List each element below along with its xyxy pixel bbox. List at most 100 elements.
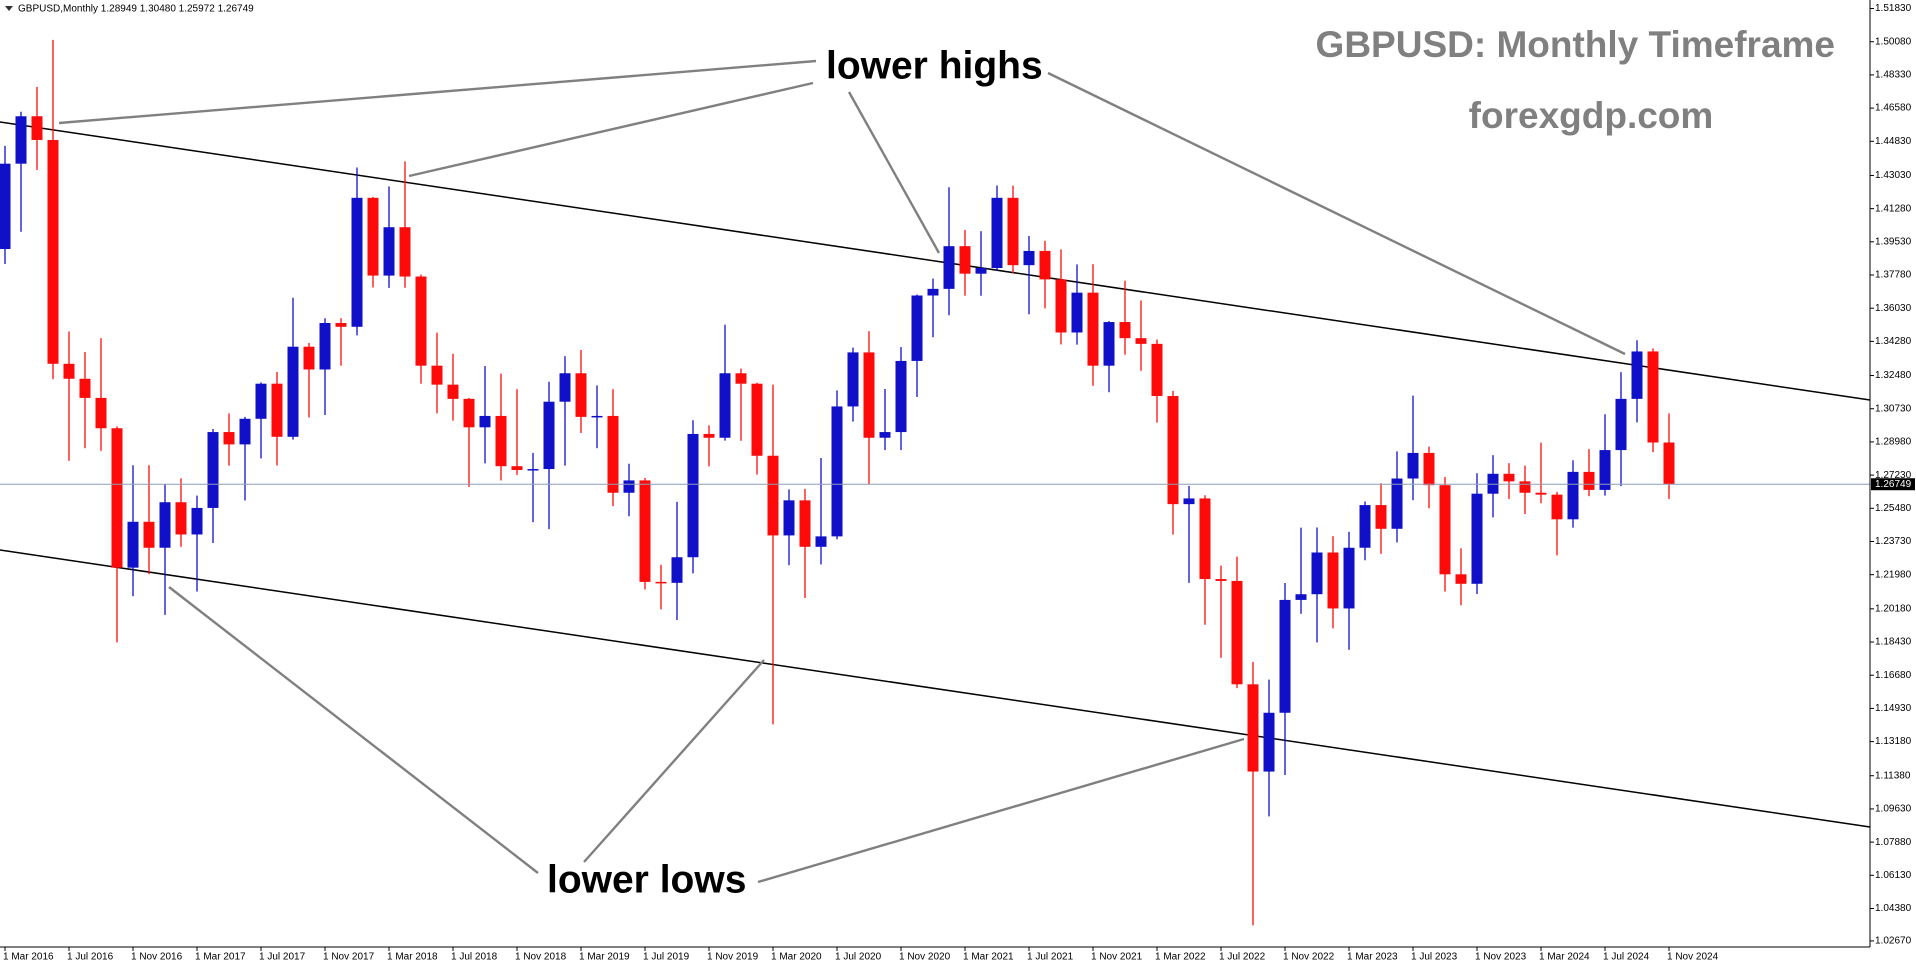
- callout-line: [408, 81, 814, 178]
- y-tick-label: 1.32480: [1875, 370, 1912, 381]
- candle-body: [879, 432, 891, 438]
- candle-body: [719, 373, 731, 438]
- candle-body: [303, 346, 315, 370]
- candle-body: [207, 432, 219, 508]
- callout-line: [757, 737, 1245, 884]
- y-tick-label: 1.30730: [1875, 403, 1912, 414]
- candle-body: [1327, 552, 1339, 609]
- x-tick-label: 1 Jul 2017: [259, 952, 306, 963]
- x-tick-label: 1 Nov 2024: [1667, 952, 1719, 963]
- candle-body: [1247, 684, 1259, 772]
- x-tick-label: 1 Mar 2019: [579, 952, 630, 963]
- candle-body: [191, 507, 203, 535]
- x-tick-label: 1 Jul 2021: [1027, 952, 1074, 963]
- x-tick-label: 1 Mar 2016: [3, 952, 54, 963]
- candle-body: [1519, 481, 1531, 493]
- candle-body: [1103, 322, 1115, 366]
- candle-body: [783, 500, 795, 536]
- candle-body: [1039, 250, 1051, 280]
- x-tick-label: 1 Nov 2021: [1091, 952, 1143, 963]
- x-tick-label: 1 Jul 2022: [1219, 952, 1266, 963]
- y-tick-label: 1.14930: [1875, 703, 1912, 714]
- candle-body: [527, 469, 539, 471]
- candle-body: [751, 383, 763, 456]
- x-tick-label: 1 Mar 2017: [195, 952, 246, 963]
- candle-body: [591, 415, 603, 418]
- candle-body: [975, 267, 987, 274]
- x-tick-label: 1 Nov 2023: [1475, 952, 1527, 963]
- candle-body: [255, 383, 267, 419]
- candle-body: [495, 415, 507, 467]
- y-tick-label: 1.50080: [1875, 36, 1912, 47]
- x-tick-label: 1 Nov 2018: [515, 952, 567, 963]
- candle-body: [287, 346, 299, 437]
- candle-body: [1343, 547, 1355, 609]
- candle-body: [1087, 292, 1099, 366]
- x-tick-label: 1 Jul 2016: [67, 952, 114, 963]
- candle-body: [959, 246, 971, 274]
- candle-body: [927, 288, 939, 296]
- candle-body: [1647, 351, 1659, 443]
- y-tick-label: 1.21980: [1875, 569, 1912, 580]
- y-tick-label: 1.36030: [1875, 303, 1912, 314]
- candle-body: [655, 581, 667, 584]
- current-price-label: 1.26749: [1875, 479, 1912, 490]
- candle-body: [1663, 442, 1675, 485]
- y-tick-label: 1.48330: [1875, 70, 1912, 81]
- candle-body: [1375, 505, 1387, 529]
- candle-body: [175, 502, 187, 535]
- candle-body: [335, 323, 347, 327]
- candle-body: [239, 418, 251, 445]
- candle-body: [687, 433, 699, 558]
- candle-body: [95, 397, 107, 429]
- x-tick-label: 1 Mar 2021: [963, 952, 1014, 963]
- candle-body: [895, 360, 907, 433]
- candle-body: [1199, 498, 1211, 580]
- x-tick-label: 1 Nov 2019: [707, 952, 759, 963]
- x-tick-label: 1 Nov 2020: [899, 952, 951, 963]
- y-tick-label: 1.23730: [1875, 536, 1912, 547]
- chart-title: GBPUSD: Monthly Timeframe: [1316, 24, 1835, 65]
- candle-body: [31, 116, 43, 140]
- menu-icon[interactable]: [5, 6, 13, 11]
- x-tick-label: 1 Mar 2024: [1539, 952, 1590, 963]
- candle-body: [1615, 398, 1627, 451]
- candle-body: [399, 227, 411, 277]
- candle-body: [575, 373, 587, 417]
- candle-body: [111, 428, 123, 568]
- x-tick-label: 1 Jul 2024: [1603, 952, 1650, 963]
- candle-body: [47, 139, 59, 364]
- y-tick-label: 1.07880: [1875, 837, 1912, 848]
- candle-body: [991, 197, 1003, 268]
- callout-line: [847, 91, 941, 254]
- candle-body: [351, 197, 363, 327]
- candle-body: [159, 502, 171, 548]
- candle-body: [1007, 197, 1019, 266]
- candle-body: [1023, 250, 1035, 266]
- annotation: lower lows: [547, 858, 746, 901]
- x-tick-label: 1 Nov 2022: [1283, 952, 1335, 963]
- chart-header: GBPUSD,Monthly 1.28949 1.30480 1.25972 1…: [18, 4, 254, 15]
- upper-channel-line: [0, 121, 1871, 401]
- candle-body: [1407, 452, 1419, 479]
- candle-body: [1151, 343, 1163, 397]
- y-tick-label: 1.09630: [1875, 804, 1912, 815]
- candle-body: [1311, 552, 1323, 595]
- candle-body: [1359, 505, 1371, 548]
- candle-body: [447, 384, 459, 399]
- candle-body: [1295, 594, 1307, 600]
- candle-body: [863, 352, 875, 438]
- y-tick-label: 1.06130: [1875, 870, 1912, 881]
- y-tick-label: 1.18430: [1875, 637, 1912, 648]
- candle-body: [799, 500, 811, 547]
- x-tick-label: 1 Nov 2016: [131, 952, 183, 963]
- candle-body: [223, 432, 235, 445]
- y-tick-label: 1.46580: [1875, 103, 1912, 114]
- x-tick-label: 1 Mar 2018: [387, 952, 438, 963]
- x-tick-label: 1 Jul 2023: [1411, 952, 1458, 963]
- y-tick-label: 1.16680: [1875, 670, 1912, 681]
- y-tick-label: 1.43030: [1875, 170, 1912, 181]
- y-tick-label: 1.44830: [1875, 136, 1912, 147]
- y-tick-label: 1.04380: [1875, 903, 1912, 914]
